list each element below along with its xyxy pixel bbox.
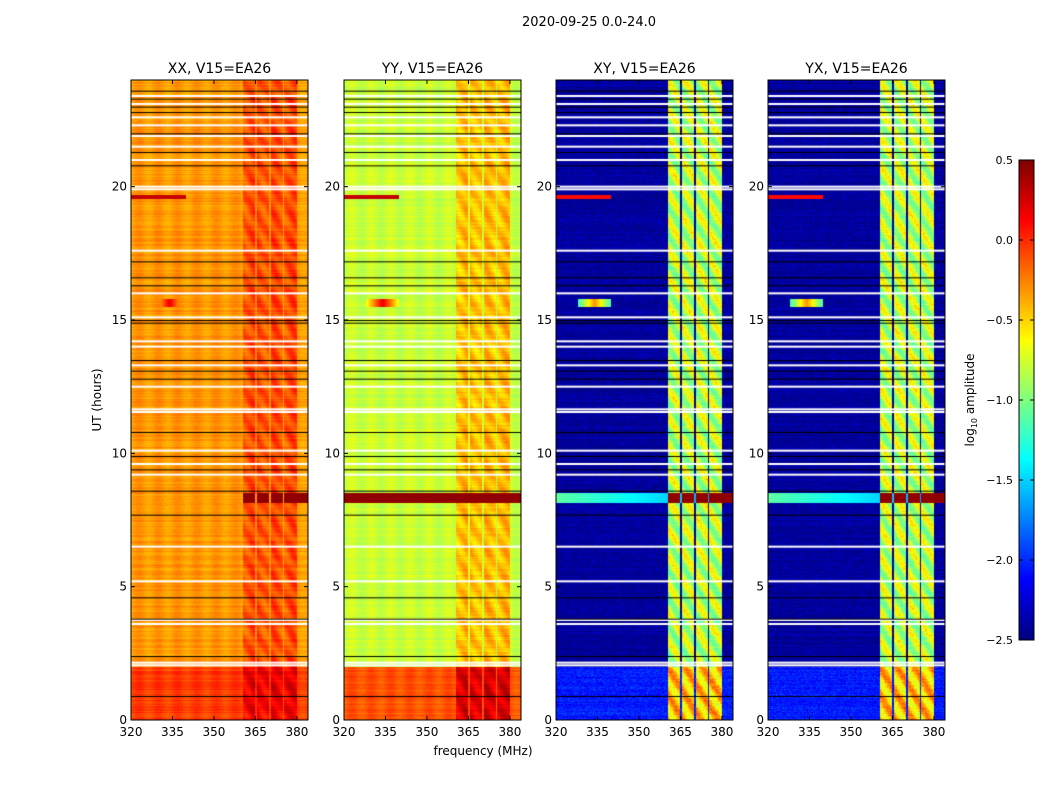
x-tick-label: 365	[881, 725, 904, 739]
colorbar-tick-label: −0.5	[986, 314, 1013, 327]
y-tick-label: 5	[119, 580, 127, 594]
y-tick-label: 20	[749, 180, 764, 194]
x-tick-label: 350	[203, 725, 226, 739]
x-tick-label: 365	[244, 725, 267, 739]
x-tick-label: 380	[498, 725, 521, 739]
x-tick-label: 380	[710, 725, 733, 739]
colorbar-tick-label: −1.5	[986, 474, 1013, 487]
y-axis-label: UT (hours)	[90, 368, 104, 431]
y-tick-label: 10	[112, 446, 127, 460]
panel-frame	[130, 79, 309, 721]
colorbar-tick-label: 0.0	[996, 234, 1014, 247]
y-tick-label: 5	[332, 580, 340, 594]
heatmap-yx	[768, 80, 945, 720]
colorbar	[1019, 160, 1034, 640]
x-tick-label: 380	[285, 725, 308, 739]
panel-frame	[767, 79, 946, 721]
x-tick-label: 335	[798, 725, 821, 739]
y-tick-label: 15	[537, 313, 552, 327]
x-tick-label: 335	[161, 725, 184, 739]
heatmap-xx	[131, 80, 308, 720]
panel-frame	[343, 79, 522, 721]
y-tick-label: 0	[544, 713, 552, 727]
colorbar-tick-label: −1.0	[986, 394, 1013, 407]
x-tick-label: 320	[120, 725, 143, 739]
y-tick-label: 10	[325, 446, 340, 460]
x-tick-label: 320	[333, 725, 356, 739]
y-tick-label: 20	[537, 180, 552, 194]
x-tick-label: 350	[416, 725, 439, 739]
panel-title: YX, V15=EA26	[804, 61, 907, 77]
colorbar-tick-label: 0.5	[996, 154, 1014, 167]
y-tick-label: 15	[325, 313, 340, 327]
colorbar-tick-label: −2.5	[986, 634, 1013, 647]
y-tick-label: 5	[756, 580, 764, 594]
y-tick-label: 10	[537, 446, 552, 460]
x-tick-label: 335	[586, 725, 609, 739]
x-tick-label: 350	[840, 725, 863, 739]
y-tick-label: 0	[756, 713, 764, 727]
y-tick-label: 0	[119, 713, 127, 727]
x-tick-label: 335	[374, 725, 397, 739]
panel-frame	[555, 79, 734, 721]
heatmap-xy	[556, 80, 733, 720]
panel-title: YY, V15=EA26	[381, 61, 483, 77]
y-tick-label: 10	[749, 446, 764, 460]
x-tick-label: 365	[669, 725, 692, 739]
x-tick-label: 320	[545, 725, 568, 739]
x-axis-label: frequency (MHz)	[433, 744, 532, 758]
y-tick-label: 0	[332, 713, 340, 727]
y-tick-label: 20	[325, 180, 340, 194]
x-tick-label: 365	[457, 725, 480, 739]
suptitle: 2020-09-25 0.0-24.0	[522, 15, 656, 30]
y-tick-label: 15	[112, 313, 127, 327]
x-tick-label: 320	[757, 725, 780, 739]
colorbar-tick-label: −2.0	[986, 554, 1013, 567]
y-tick-label: 15	[749, 313, 764, 327]
panel-title: XY, V15=EA26	[593, 61, 695, 77]
y-tick-label: 20	[112, 180, 127, 194]
x-tick-label: 350	[628, 725, 651, 739]
panel-title: XX, V15=EA26	[168, 61, 272, 77]
heatmap-yy	[344, 80, 521, 720]
y-tick-label: 5	[544, 580, 552, 594]
x-tick-label: 380	[922, 725, 945, 739]
colorbar-label: log10 amplitude	[963, 354, 979, 447]
